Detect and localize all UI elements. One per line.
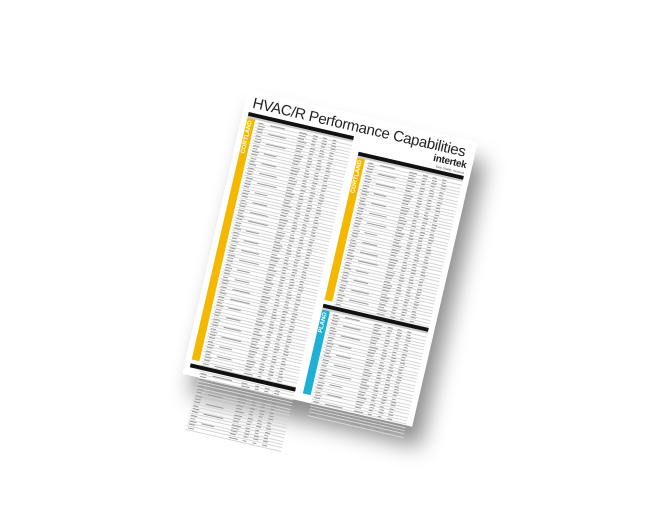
cortland-right-table: CORTLAND (323, 151, 464, 370)
brochure-page: HVAC/R Performance Capabilities intertek… (182, 89, 478, 452)
table-rows (307, 312, 428, 438)
